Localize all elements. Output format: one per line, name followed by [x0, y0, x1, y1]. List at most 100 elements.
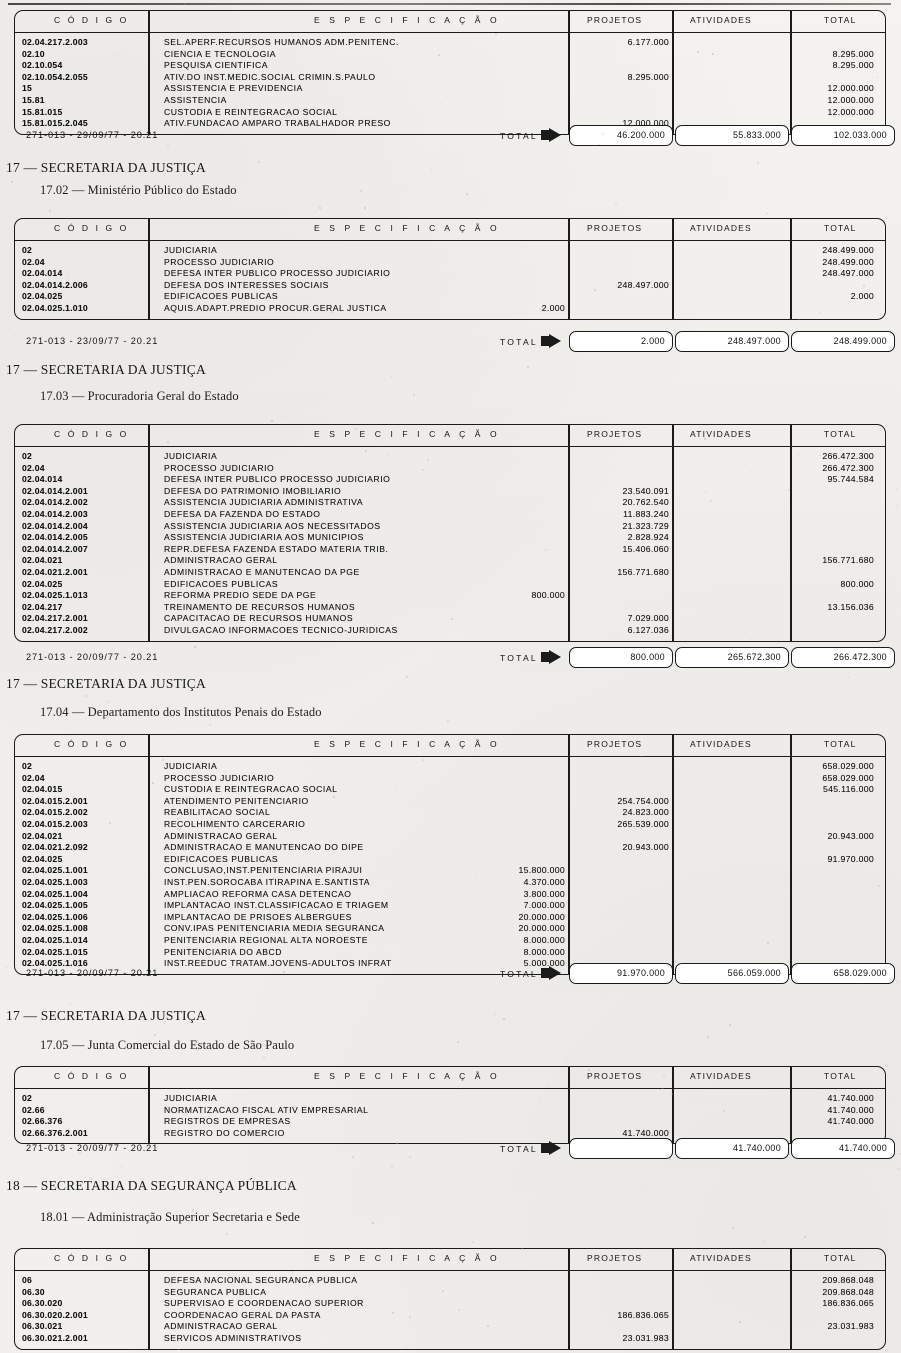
cell-projetos: 20.000.000 [475, 923, 565, 933]
table-row: 02.04.021.2.092 ADMINISTRACAO E MANUTENCA… [14, 842, 886, 854]
scan-speck [804, 1236, 806, 1238]
scan-speck [387, 455, 388, 456]
cell-especificacao: CIENCIA E TECNOLOGIA [164, 49, 276, 59]
cell-codigo: 06.30.021.2.001 [22, 1333, 88, 1343]
cell-total: 209.868.048 [776, 1275, 874, 1285]
budget-table: C Ó D I G O E S P E C I F I C A Ç Ã O PROJ… [14, 1248, 886, 1350]
cell-projetos: 800.000 [475, 590, 565, 600]
document-reference-code: 271-013 - 20/09/77 - 20.21 [26, 652, 158, 662]
budget-table: C Ó D I G O E S P E C I F I C A Ç Ã O PROJ… [14, 218, 886, 320]
scan-speck [340, 1042, 341, 1043]
header-column-divider [568, 734, 570, 756]
document-reference-code: 271-013 - 20/09/77 - 20.21 [26, 1143, 158, 1153]
header-column-divider [672, 424, 674, 446]
cell-especificacao: PESQUISA CIENTIFICA [164, 60, 268, 70]
total-atividades-value: 265.672.300 [728, 652, 781, 662]
cell-especificacao: ASSISTENCIA JUDICIARIA AOS NECESSITADOS [164, 521, 381, 531]
scan-speck [505, 608, 506, 609]
cell-especificacao: SEGURANCA PUBLICA [164, 1287, 266, 1297]
scan-speck [152, 587, 153, 588]
cell-codigo: 02.04 [22, 463, 45, 473]
scan-speck [360, 190, 362, 192]
scan-speck [438, 54, 440, 56]
cell-codigo: 02.04.025 [22, 579, 62, 589]
cell-especificacao: AQUIS.ADAPT.PREDIO PROCUR.GERAL JUSTICA [164, 303, 387, 313]
right-arrow-icon [541, 333, 563, 349]
scan-speck [194, 646, 196, 648]
total-projetos-box: 91.970.000 [569, 963, 673, 984]
scan-speck [765, 472, 766, 473]
header-column-divider [790, 734, 792, 756]
column-header-codigo: C Ó D I G O [54, 1071, 129, 1081]
section-total-strip: 271-013 - 20/09/77 - 20.21 TOTAL 41.740.00… [0, 1137, 901, 1163]
cell-codigo: 02.04.217.2.003 [22, 37, 88, 47]
scan-speck [107, 701, 109, 703]
cell-codigo: 02.04.025.1.013 [22, 590, 88, 600]
scan-speck [409, 1156, 411, 1158]
table-body: 02 JUDICIARIA 266.472.300 02.04 PROCESSO JUD… [14, 447, 886, 642]
scan-speck [495, 33, 497, 35]
scan-speck [570, 412, 571, 413]
cell-projetos: 15.800.000 [475, 865, 565, 875]
table-row: 06.30 SEGURANCA PUBLICA 209.868.048 [14, 1287, 886, 1299]
total-atividades-box: 55.833.000 [675, 125, 789, 146]
cell-codigo: 02.04.015.2.003 [22, 819, 88, 829]
cell-codigo: 02.10.054.2.055 [22, 72, 88, 82]
cell-total: 658.029.000 [776, 773, 874, 783]
total-label: TOTAL [500, 337, 538, 347]
table-header-row: C Ó D I G O E S P E C I F I C A Ç Ã O PROJ… [14, 734, 886, 757]
table-row: 06.30.021 ADMINISTRACAO GERAL 23.031.983 [14, 1321, 886, 1333]
right-arrow-icon [541, 649, 563, 665]
cell-total: 41.740.000 [776, 1105, 874, 1115]
scan-speck [494, 1013, 496, 1015]
column-header-atividades: ATIVIDADES [690, 429, 752, 439]
table-row: 02.04.025.1.013 REFORMA PREDIO SEDE DA PG… [14, 590, 886, 602]
section-heading-secondary: 17.03 — Procuradoria Geral do Estado [40, 389, 239, 404]
cell-codigo: 15.81.015 [22, 107, 62, 117]
scan-speck [451, 618, 453, 620]
scan-speck [109, 822, 111, 824]
table-header-row: C Ó D I G O E S P E C I F I C A Ç Ã O PROJ… [14, 218, 886, 241]
column-header-projetos: PROJETOS [587, 1071, 642, 1081]
cell-codigo: 02.04.025.1.004 [22, 889, 88, 899]
total-atividades-value: 41.740.000 [733, 1143, 781, 1153]
cell-codigo: 02.04.014.2.006 [22, 280, 88, 290]
cell-atividades: 23.540.091 [562, 486, 669, 496]
cell-codigo: 02.04.021.2.092 [22, 842, 88, 852]
scan-speck [697, 51, 699, 53]
table-row: 02.10.054.2.055 ATIV.DO INST.MEDIC.SOCIAL… [14, 72, 886, 84]
table-row: 02.04.025.1.008 CONV.IPAS PENITENCIARIA M… [14, 923, 886, 935]
table-header-row: C Ó D I G O E S P E C I F I C A Ç Ã O PROJ… [14, 424, 886, 447]
cell-codigo: 02 [22, 451, 32, 461]
cell-especificacao: JUDICIARIA [164, 451, 217, 461]
column-header-projetos: PROJETOS [587, 223, 642, 233]
cell-especificacao: DEFESA DO PATRIMONIO IMOBILIARIO [164, 486, 341, 496]
scan-speck [288, 1183, 290, 1185]
scan-speck [496, 1324, 497, 1325]
column-header-especificacao: E S P E C I F I C A Ç Ã O [314, 15, 500, 25]
scan-speck [823, 992, 824, 993]
cell-especificacao: ADMINISTRACAO E MANUTENCAO DA PGE [164, 567, 360, 577]
cell-especificacao: IMPLANTACAO INST.CLASSIFICACAO E TRIAGEM [164, 900, 389, 910]
cell-codigo: 02 [22, 245, 32, 255]
cell-total: 266.472.300 [776, 463, 874, 473]
right-arrow-icon [541, 965, 563, 981]
scan-speck [519, 311, 521, 313]
cell-especificacao: ASSISTENCIA JUDICIARIA ADMINISTRATIVA [164, 497, 363, 507]
scan-speck [863, 285, 865, 287]
total-geral-box: 658.029.000 [791, 963, 895, 984]
table-row: 02.04.217 TREINAMENTO DE RECURSOS HUMANOS… [14, 602, 886, 614]
cell-especificacao: CONCLUSAO,INST.PENITENCIARIA PIRAJUI [164, 865, 362, 875]
scan-speck [615, 204, 617, 206]
scan-speck [878, 885, 880, 887]
column-header-especificacao: E S P E C I F I C A Ç Ã O [314, 1071, 500, 1081]
total-atividades-box: 566.059.000 [675, 963, 789, 984]
cell-total: 91.970.000 [776, 854, 874, 864]
column-header-atividades: ATIVIDADES [690, 15, 752, 25]
header-column-divider [148, 734, 150, 756]
scan-speck [671, 1093, 673, 1095]
cell-especificacao: DIVULGACAO INFORMACOES TECNICO-JURIDICAS [164, 625, 398, 635]
table-row: 02.04.015 CUSTODIA E REINTEGRACAO SOCIAL 5… [14, 784, 886, 796]
cell-especificacao: AMPLIACAO REFORMA CASA DETENCAO [164, 889, 352, 899]
table-body: 02 JUDICIARIA 658.029.000 02.04 PROCESSO JUD… [14, 757, 886, 975]
